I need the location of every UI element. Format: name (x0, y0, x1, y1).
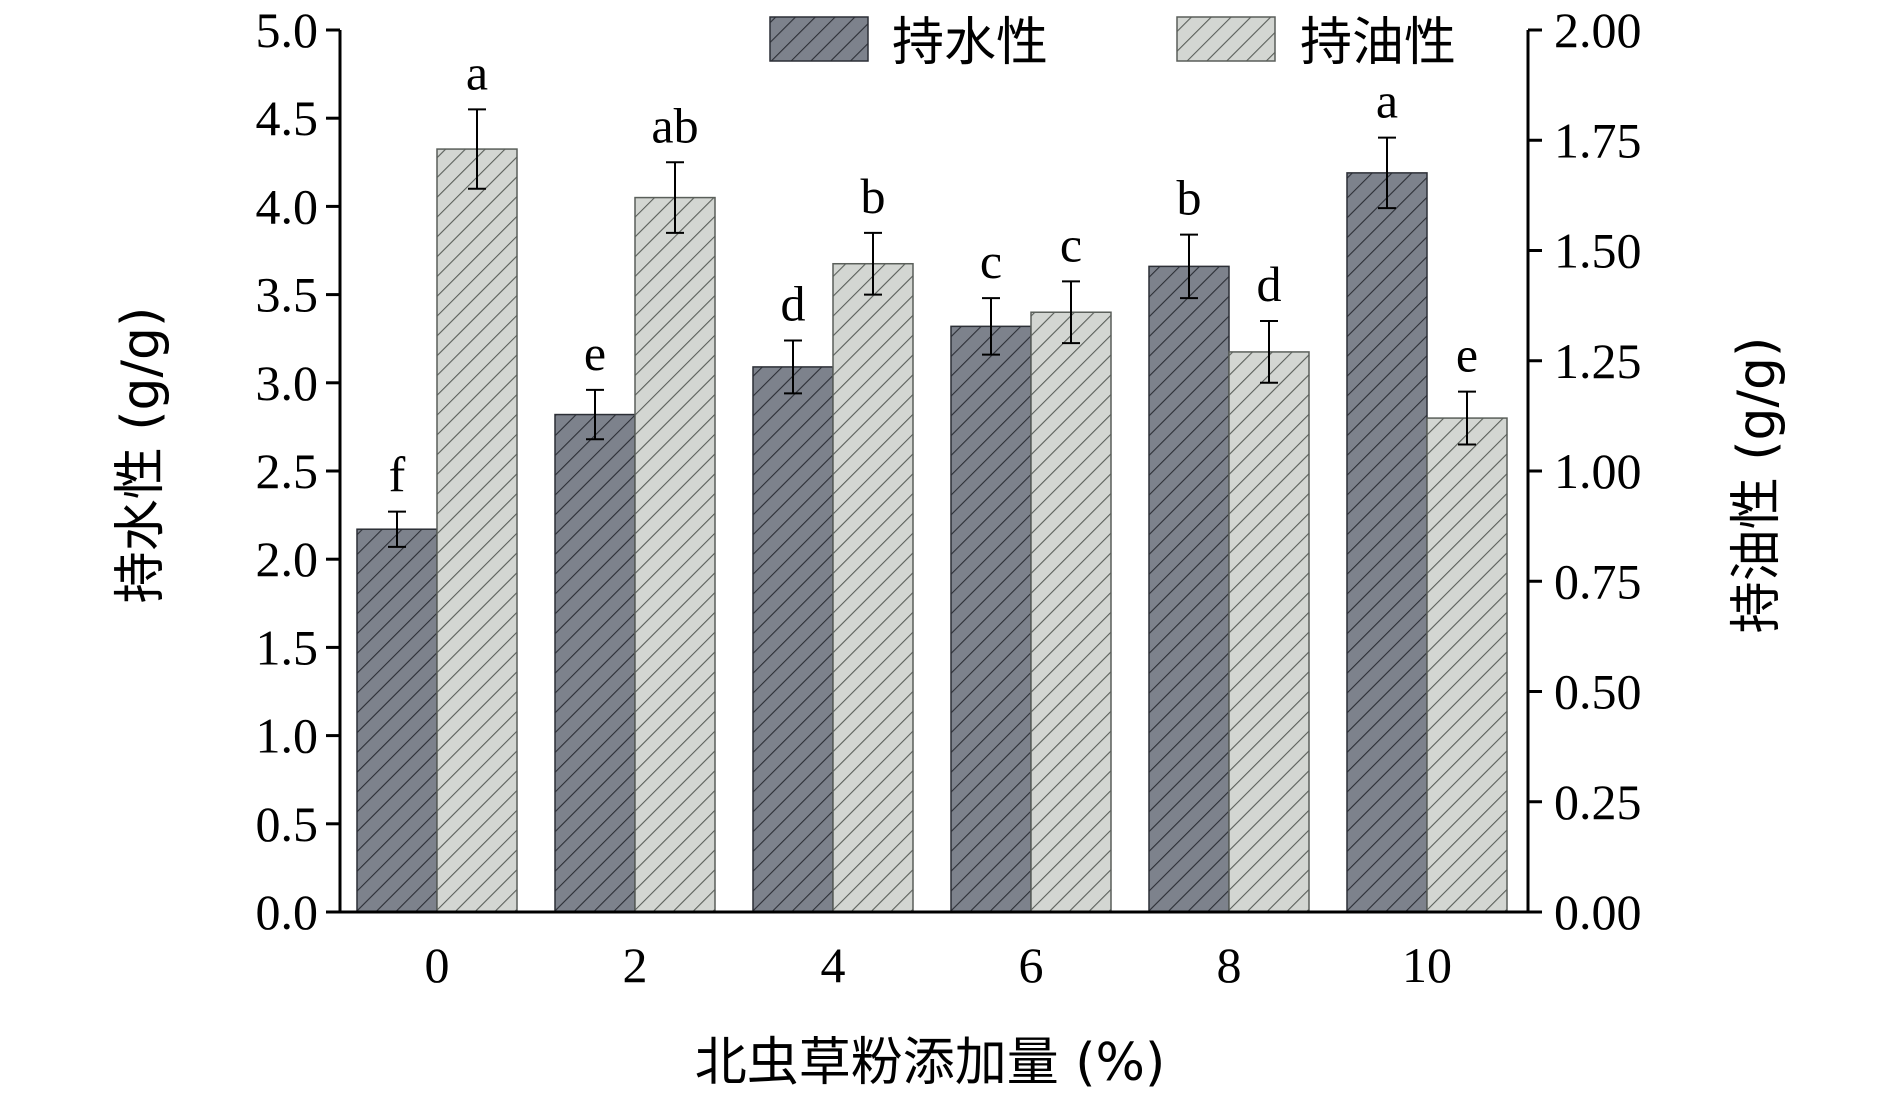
x-tick-label: 10 (1402, 937, 1452, 993)
significance-label: b (1177, 170, 1202, 226)
bar-water-holding (950, 325, 1032, 913)
bar-water-holding (356, 528, 438, 913)
left-y-tick-label: 4.0 (256, 178, 319, 234)
legend: 持水性 持油性 (769, 13, 1456, 73)
significance-label: e (584, 325, 606, 381)
right-y-tick-label: 1.25 (1554, 333, 1642, 389)
left-y-tick-label: 1.5 (256, 619, 319, 675)
significance-label: d (1257, 256, 1282, 312)
right-y-tick-label: 1.00 (1554, 443, 1642, 499)
bar-water-holding (752, 366, 834, 913)
bar-oil-holding (436, 148, 518, 913)
bar-oil-holding (1030, 311, 1112, 913)
bar-oil-holding (832, 262, 914, 913)
left-y-tick-label: 0.5 (256, 796, 319, 852)
x-tick-label: 6 (1019, 937, 1044, 993)
bar-oil-holding (634, 196, 716, 913)
left-y-tick-label: 3.0 (256, 355, 319, 411)
x-tick-label: 2 (623, 937, 648, 993)
significance-label: ab (651, 97, 698, 153)
bar-oil-holding (1426, 417, 1508, 913)
legend-swatch-oil (1176, 16, 1276, 62)
significance-label: a (466, 44, 488, 100)
right-y-tick-label: 2.00 (1554, 2, 1642, 58)
left-y-tick-label: 0.0 (256, 884, 319, 940)
significance-label: c (1060, 216, 1082, 272)
legend-label-oil: 持油性 (1300, 13, 1456, 73)
right-y-tick-label: 0.25 (1554, 774, 1642, 830)
left-y-tick-label: 2.5 (256, 443, 319, 499)
x-axis-title: 北虫草粉添加量 (%) (695, 1033, 1166, 1093)
x-tick-label: 8 (1217, 937, 1242, 993)
significance-label: a (1376, 73, 1398, 129)
right-y-tick-label: 0.00 (1554, 884, 1642, 940)
left-y-tick-label: 3.5 (256, 267, 319, 323)
significance-label: c (980, 233, 1002, 289)
x-tick-label: 4 (821, 937, 846, 993)
right-y-axis-title: 持油性 (g/g) (1727, 337, 1787, 634)
significance-label: e (1456, 327, 1478, 383)
significance-label: d (781, 275, 806, 331)
axes: 0.0 0.5 1.0 1.5 2.0 2.5 3.0 3.5 4.0 4.5 5.0 0.00 0.2… (256, 2, 1642, 993)
left-y-axis-title: 持水性 (g/g) (111, 307, 171, 604)
bar-water-holding (554, 413, 636, 913)
x-tick-label: 0 (425, 937, 450, 993)
left-y-tick-label: 5.0 (256, 2, 319, 58)
significance-label: b (861, 168, 886, 224)
left-y-tick-label: 1.0 (256, 708, 319, 764)
bar-water-holding (1346, 172, 1428, 913)
right-y-tick-label: 0.75 (1554, 553, 1642, 609)
legend-swatch-water (769, 16, 869, 62)
bar-oil-holding (1228, 351, 1310, 913)
legend-label-water: 持水性 (892, 13, 1048, 73)
bar-water-holding (1148, 265, 1230, 913)
left-y-tick-label: 4.5 (256, 90, 319, 146)
left-y-tick-label: 2.0 (256, 531, 319, 587)
right-y-tick-label: 0.50 (1554, 664, 1642, 720)
right-y-tick-label: 1.50 (1554, 223, 1642, 279)
right-y-tick-label: 1.75 (1554, 112, 1642, 168)
significance-label: f (389, 447, 406, 503)
